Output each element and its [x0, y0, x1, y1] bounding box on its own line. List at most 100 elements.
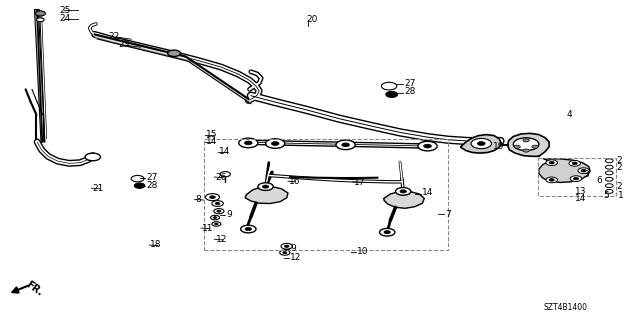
Circle shape	[239, 138, 258, 148]
Text: 1: 1	[618, 191, 623, 200]
Text: 2: 2	[616, 156, 622, 165]
Circle shape	[36, 18, 44, 22]
Circle shape	[380, 228, 395, 236]
Text: 7: 7	[445, 210, 451, 219]
Text: FR.: FR.	[24, 279, 45, 298]
Polygon shape	[384, 191, 424, 208]
Polygon shape	[35, 10, 45, 142]
Circle shape	[569, 160, 580, 166]
Text: 12: 12	[290, 253, 301, 262]
Circle shape	[396, 188, 411, 195]
Text: 28: 28	[146, 181, 157, 189]
Circle shape	[245, 227, 252, 231]
Text: 26: 26	[216, 173, 227, 182]
Circle shape	[532, 145, 538, 148]
Circle shape	[605, 165, 613, 169]
Circle shape	[214, 209, 224, 214]
Circle shape	[271, 142, 279, 145]
Text: 9: 9	[290, 244, 296, 253]
Polygon shape	[539, 159, 590, 182]
Bar	[204, 139, 448, 250]
Text: 23: 23	[118, 40, 130, 49]
Text: 25: 25	[59, 6, 70, 15]
Text: 27: 27	[404, 79, 416, 88]
Text: 28: 28	[404, 87, 416, 96]
Text: 14: 14	[575, 194, 586, 203]
Circle shape	[266, 139, 285, 148]
Circle shape	[605, 189, 613, 193]
Circle shape	[211, 215, 220, 220]
Text: 15: 15	[206, 130, 218, 139]
Polygon shape	[245, 187, 288, 204]
Circle shape	[605, 177, 613, 181]
Text: 9: 9	[227, 210, 232, 219]
Text: 14: 14	[206, 137, 218, 146]
Text: 5: 5	[603, 191, 609, 200]
Polygon shape	[461, 135, 501, 153]
Text: 10: 10	[357, 247, 369, 256]
Circle shape	[134, 183, 145, 188]
Circle shape	[280, 250, 290, 255]
Circle shape	[85, 153, 100, 161]
Circle shape	[210, 196, 215, 198]
Circle shape	[205, 194, 220, 201]
Circle shape	[212, 201, 223, 206]
Circle shape	[513, 138, 539, 151]
Text: 21: 21	[93, 184, 104, 193]
Text: 12: 12	[216, 235, 227, 244]
Circle shape	[418, 141, 437, 151]
Text: 14: 14	[422, 189, 434, 197]
Circle shape	[549, 161, 554, 164]
Text: 14: 14	[219, 147, 230, 156]
Circle shape	[514, 145, 520, 148]
Circle shape	[258, 183, 273, 190]
Circle shape	[281, 243, 292, 249]
Text: 6: 6	[596, 176, 602, 185]
Text: 27: 27	[146, 173, 157, 182]
Circle shape	[220, 172, 230, 177]
Circle shape	[605, 184, 613, 188]
Circle shape	[581, 169, 586, 172]
Circle shape	[523, 139, 529, 142]
Circle shape	[424, 144, 431, 148]
Circle shape	[572, 162, 577, 165]
Circle shape	[573, 177, 579, 180]
Text: 2: 2	[616, 182, 622, 191]
Circle shape	[523, 149, 529, 152]
Circle shape	[400, 190, 406, 193]
Text: 11: 11	[202, 224, 214, 233]
Circle shape	[546, 160, 557, 166]
Polygon shape	[95, 34, 251, 104]
Circle shape	[262, 185, 269, 188]
Circle shape	[471, 138, 492, 149]
Circle shape	[381, 82, 397, 90]
Text: 4: 4	[566, 110, 572, 119]
Circle shape	[35, 11, 45, 16]
Circle shape	[131, 175, 144, 182]
Circle shape	[168, 50, 180, 56]
Circle shape	[477, 142, 485, 145]
Text: 19: 19	[493, 142, 504, 151]
Circle shape	[214, 223, 218, 225]
Circle shape	[212, 222, 221, 226]
Text: 22: 22	[109, 32, 120, 41]
Circle shape	[570, 176, 582, 182]
Text: 3: 3	[584, 170, 589, 179]
Circle shape	[384, 231, 390, 234]
Circle shape	[342, 143, 349, 147]
Circle shape	[217, 210, 221, 212]
Text: SZT4B1400: SZT4B1400	[544, 303, 588, 312]
Circle shape	[284, 245, 289, 248]
Circle shape	[244, 141, 252, 145]
Circle shape	[336, 140, 355, 150]
Circle shape	[241, 225, 256, 233]
Text: 2: 2	[616, 163, 622, 172]
Text: 8: 8	[196, 195, 202, 204]
Text: 13: 13	[575, 187, 586, 196]
Circle shape	[215, 202, 220, 205]
Text: 24: 24	[59, 14, 70, 23]
Text: 16: 16	[289, 177, 301, 186]
Polygon shape	[508, 133, 549, 156]
Text: 18: 18	[150, 241, 162, 249]
Circle shape	[605, 171, 613, 175]
